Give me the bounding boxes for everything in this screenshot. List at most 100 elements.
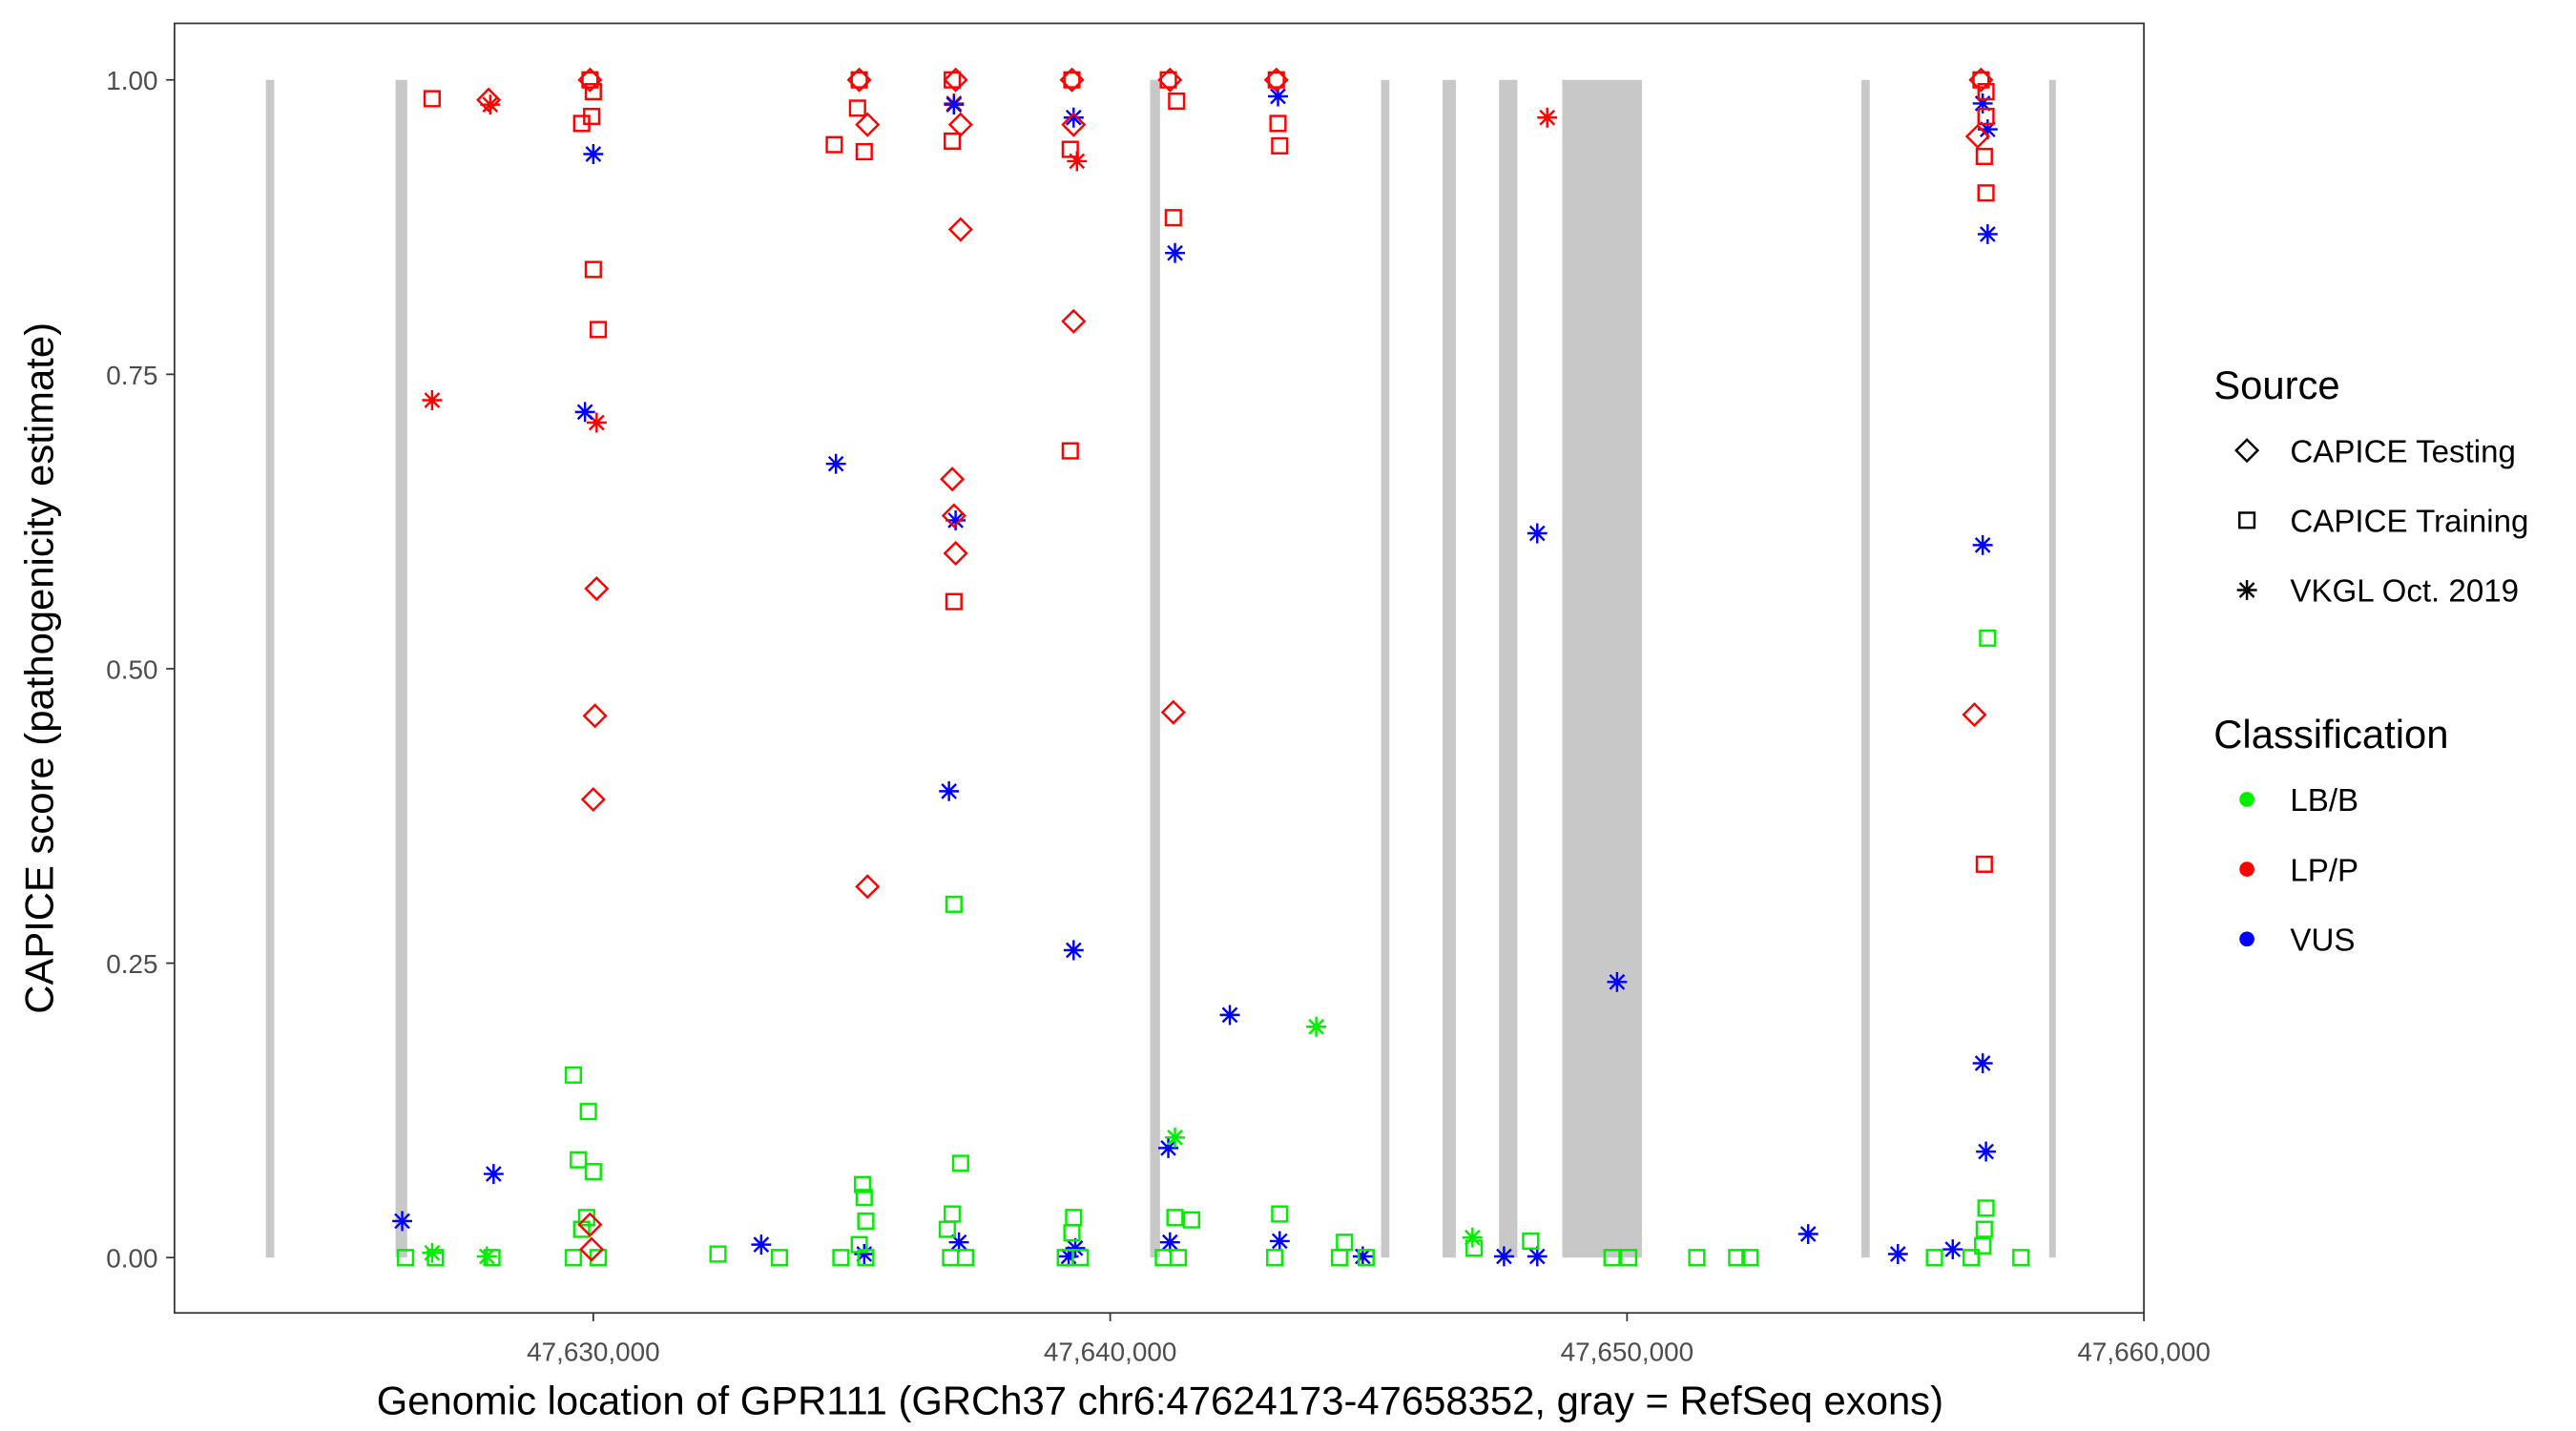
data-point <box>854 1175 872 1193</box>
data-point <box>577 1212 603 1237</box>
data-point <box>709 1245 727 1263</box>
data-point <box>1166 1209 1184 1227</box>
data-point <box>1271 136 1289 155</box>
data-point <box>564 1066 583 1084</box>
data-point <box>1058 1246 1079 1267</box>
data-point <box>939 780 960 801</box>
data-point <box>570 1151 588 1169</box>
data-point <box>1493 1246 1514 1267</box>
data-point <box>581 71 599 89</box>
y-tick-label: 0.75 <box>106 361 157 390</box>
data-point <box>1972 534 1993 555</box>
data-point <box>1059 67 1085 93</box>
data-point <box>564 1249 583 1267</box>
data-point <box>857 1212 875 1230</box>
data-point <box>1977 119 1998 140</box>
data-point <box>426 1249 445 1267</box>
data-point <box>1942 1239 1963 1260</box>
y-tick-label: 0.50 <box>106 654 157 684</box>
data-point <box>855 874 881 900</box>
data-point <box>584 260 602 279</box>
data-point <box>1977 184 1995 202</box>
data-point <box>1306 1016 1327 1037</box>
data-point <box>1160 699 1186 725</box>
data-point <box>1158 1137 1179 1158</box>
data-point <box>480 94 501 115</box>
data-point <box>1265 1249 1284 1267</box>
data-point <box>1269 114 1287 133</box>
data-point <box>947 217 973 242</box>
data-point <box>1169 1249 1188 1267</box>
data-point <box>1974 1236 1992 1255</box>
data-point <box>948 1232 969 1253</box>
data-point <box>579 1236 605 1262</box>
data-point <box>850 71 868 89</box>
data-point <box>945 592 963 611</box>
legend-source-label: CAPICE Testing <box>2290 434 2516 469</box>
y-axis-title: CAPICE score (pathogenicity estimate) <box>17 322 62 1014</box>
x-axis-title: Genomic location of GPR111 (GRCh37 chr6:… <box>377 1378 1943 1422</box>
data-point <box>1067 151 1088 172</box>
data-point <box>944 94 965 115</box>
data-point <box>1157 67 1183 93</box>
data-point <box>422 390 443 410</box>
data-point <box>1887 1244 1908 1264</box>
data-point <box>1465 1239 1484 1257</box>
legend-key-dot-icon <box>2239 931 2254 947</box>
legend-key-square-icon <box>2238 511 2256 529</box>
data-point <box>1962 1249 1980 1267</box>
data-point <box>941 503 966 529</box>
data-point <box>1071 1249 1090 1267</box>
legend: Source CAPICE Testing CAPICE Training VKGL… <box>2213 363 2528 958</box>
data-point <box>577 67 603 93</box>
data-point <box>1061 112 1087 137</box>
data-point <box>392 1211 412 1232</box>
data-point <box>944 132 962 150</box>
data-point <box>582 703 608 729</box>
data-point <box>423 90 441 108</box>
data-point <box>590 1249 608 1267</box>
data-point <box>854 1244 875 1264</box>
data-point <box>943 540 968 567</box>
data-point <box>1159 71 1177 89</box>
exon-band <box>265 79 275 1258</box>
data-point <box>590 321 608 339</box>
x-tick-label: 47,650,000 <box>1561 1338 1693 1367</box>
data-point <box>1972 71 1990 89</box>
data-point <box>2012 1249 2030 1267</box>
x-tick-label: 47,640,000 <box>1044 1338 1176 1367</box>
data-point <box>1164 209 1182 227</box>
data-point <box>583 107 601 126</box>
data-point <box>945 895 963 913</box>
data-point <box>579 1103 597 1121</box>
data-point <box>846 67 872 93</box>
data-point <box>1267 71 1285 89</box>
data-point <box>476 87 502 113</box>
data-point <box>1620 1249 1638 1267</box>
legend-classification-label: LB/B <box>2290 783 2358 819</box>
exon-band <box>395 79 407 1258</box>
data-point <box>1063 1224 1081 1242</box>
y-tick-label: 0.00 <box>106 1244 157 1274</box>
data-point <box>956 1249 975 1267</box>
data-point <box>951 1154 969 1172</box>
data-point <box>1977 1199 1995 1217</box>
data-point <box>580 786 606 813</box>
data-point <box>422 1242 443 1263</box>
legend-key-diamond-icon <box>2234 438 2260 464</box>
data-point <box>1165 1127 1186 1148</box>
data-point <box>1925 1249 1943 1267</box>
data-point <box>1462 1227 1483 1248</box>
legend-key-dot-icon <box>2239 861 2254 877</box>
legend-key-asterisk-icon <box>2236 580 2257 600</box>
data-point <box>848 99 866 117</box>
data-point <box>1797 1224 1818 1244</box>
data-point <box>855 142 873 161</box>
data-point <box>1603 1249 1621 1267</box>
legend-source-title: Source <box>2213 363 2339 407</box>
data-point <box>1063 107 1084 128</box>
data-point <box>770 1249 789 1267</box>
data-point <box>476 1246 497 1267</box>
legend-classification-label: VUS <box>2290 923 2355 958</box>
